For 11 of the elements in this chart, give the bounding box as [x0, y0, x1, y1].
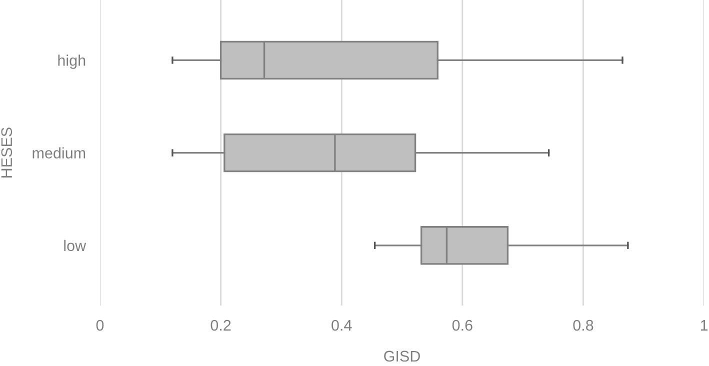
y-axis-title: HESES: [1, 128, 12, 178]
y-tick-label: low: [64, 240, 86, 252]
x-tick-label: 1: [700, 320, 708, 331]
x-tick-label: 0.2: [210, 320, 231, 331]
y-tick-label: high: [58, 54, 86, 69]
x-axis-title: GISD: [384, 350, 420, 362]
x-tick-label: 0.6: [452, 320, 472, 331]
y-tick-label: medium: [32, 147, 86, 158]
x-tick-label: 0: [96, 320, 104, 331]
x-tick-label: 0.4: [332, 320, 352, 331]
x-tick-label: 0.8: [573, 320, 594, 331]
